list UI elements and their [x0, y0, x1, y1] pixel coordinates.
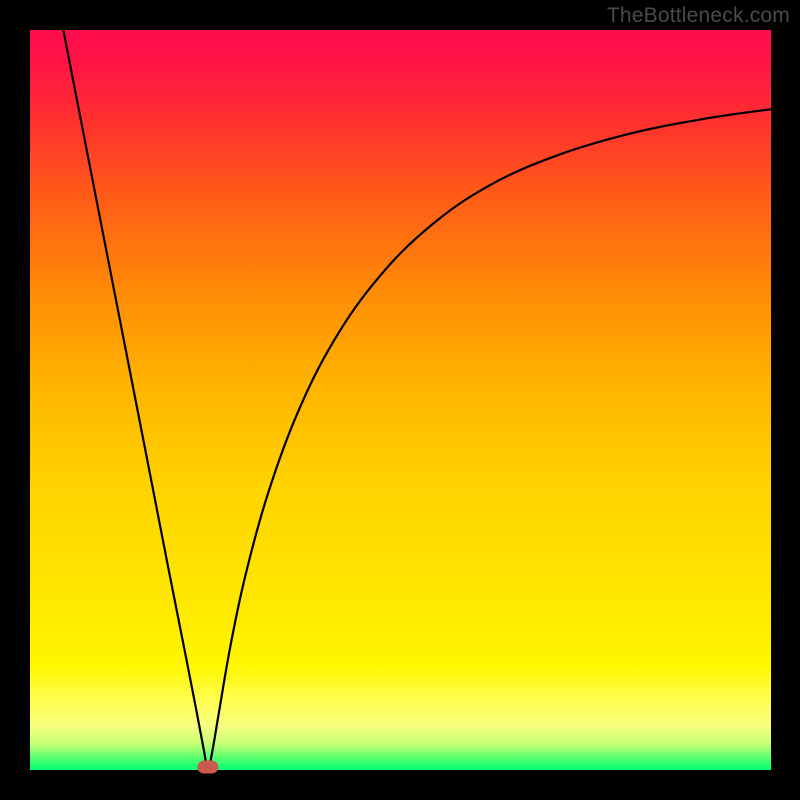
plot-background	[30, 30, 771, 770]
bottleneck-chart	[0, 0, 800, 800]
minimum-marker	[198, 761, 218, 773]
chart-container: TheBottleneck.com	[0, 0, 800, 800]
watermark-text: TheBottleneck.com	[607, 4, 790, 28]
